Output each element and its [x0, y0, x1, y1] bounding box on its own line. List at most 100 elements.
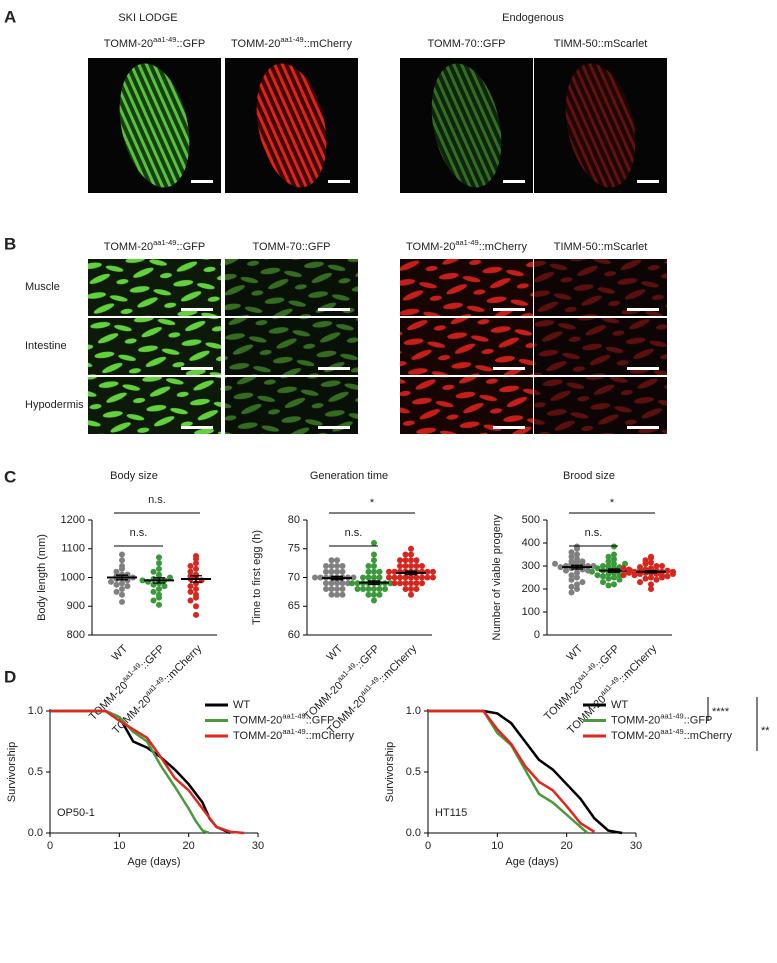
dot [600, 573, 606, 580]
dot [637, 579, 643, 586]
dot [365, 563, 372, 569]
label-part: ::GFP [306, 714, 335, 726]
dot [371, 563, 377, 569]
y-axis-title: Number of viable progeny [491, 514, 503, 640]
panel-letter: C [4, 467, 16, 486]
survival-curve [50, 709, 245, 835]
annotation: OP50-1 [57, 807, 95, 819]
dot [397, 574, 403, 581]
worm [256, 63, 327, 188]
dot [611, 551, 617, 558]
worm [565, 63, 636, 188]
micrograph [400, 377, 533, 434]
y-tick-label: 0.0 [406, 827, 421, 839]
dot [670, 571, 676, 578]
label-part: TIMM-50::mScarlet [554, 38, 648, 50]
label-part: ::GFP [138, 643, 167, 672]
label-part: ::GFP [176, 241, 205, 253]
micrograph [225, 318, 358, 375]
dot [312, 574, 318, 581]
dot [397, 557, 403, 564]
y-tick-label: 100 [522, 606, 540, 618]
y-tick-label: 65 [288, 600, 300, 612]
dot [156, 594, 162, 601]
dot [193, 560, 199, 567]
x-tick-label: 10 [491, 840, 503, 852]
legend-label: TOMM-20aa1-49::mCherry [611, 727, 732, 742]
label-part: aa1-49 [282, 711, 305, 720]
dot [150, 597, 157, 604]
dot [323, 586, 329, 592]
dot [156, 565, 162, 572]
dot [648, 565, 654, 572]
dot [648, 574, 654, 581]
dot [413, 586, 420, 592]
dot [334, 557, 340, 564]
y-tick-label: 1200 [61, 514, 85, 526]
panel-letter: D [4, 667, 16, 686]
dot [119, 551, 125, 558]
dot [376, 586, 383, 592]
image-label: TOMM-70::GFP [252, 241, 330, 253]
dot [391, 580, 398, 587]
dot [419, 563, 425, 569]
label-part: aa1-49 [455, 238, 478, 247]
micrograph [400, 259, 533, 316]
dot [187, 583, 194, 590]
image-label: TOMM-20aa1-49::GFP [104, 35, 205, 50]
image-label: TOMM-70::GFP [427, 38, 505, 50]
dot [664, 573, 671, 580]
y-tick-label: 1000 [61, 571, 85, 583]
dot [574, 545, 580, 552]
x-tick-label: WT [325, 642, 346, 663]
y-axis-title: Time to first egg (h) [251, 530, 263, 625]
dot [574, 559, 580, 566]
dot [611, 560, 617, 567]
label-part: WT [233, 699, 250, 711]
dot [323, 580, 329, 587]
micrograph [88, 377, 221, 434]
legend-label: WT [233, 699, 250, 711]
y-tick-label: 300 [522, 560, 540, 572]
y-tick-label: 900 [67, 600, 85, 612]
dot [659, 574, 665, 581]
dot [659, 563, 665, 569]
significance-label: ** [761, 725, 770, 737]
survival-curve [428, 709, 596, 833]
label-part: TOMM-70::GFP [252, 241, 330, 253]
sem-bar [190, 575, 202, 583]
chart-title: Brood size [563, 470, 615, 482]
dot [119, 591, 125, 598]
dot [408, 545, 414, 552]
dot [622, 560, 628, 567]
x-axis-title: Age (days) [505, 856, 558, 868]
label-part: ::GFP [176, 38, 205, 50]
x-tick-label: 30 [630, 840, 642, 852]
scale-bar [318, 308, 350, 311]
label-part: TOMM-20 [104, 38, 153, 50]
dot [419, 580, 425, 587]
dot [139, 577, 146, 584]
dot [328, 591, 335, 598]
label-part: TOMM-20 [233, 730, 282, 742]
y-tick-label: 0.0 [28, 827, 43, 839]
dot [187, 588, 194, 595]
micrograph [225, 259, 358, 316]
dot [328, 586, 335, 592]
dot [187, 563, 194, 569]
dot [408, 586, 414, 592]
dot [574, 551, 580, 558]
dot [589, 568, 595, 575]
dot [600, 579, 606, 586]
legend-label: WT [611, 699, 628, 711]
label-part: TOMM-20 [233, 714, 282, 726]
dot [653, 563, 660, 569]
label-part: aa1-49 [660, 727, 683, 736]
dot [371, 557, 377, 564]
dot [360, 574, 366, 581]
dot [408, 574, 414, 581]
label-part: aa1-49 [660, 711, 683, 720]
micrograph [400, 318, 533, 375]
label-part: ::mCherry [479, 241, 528, 253]
dot [648, 586, 654, 592]
